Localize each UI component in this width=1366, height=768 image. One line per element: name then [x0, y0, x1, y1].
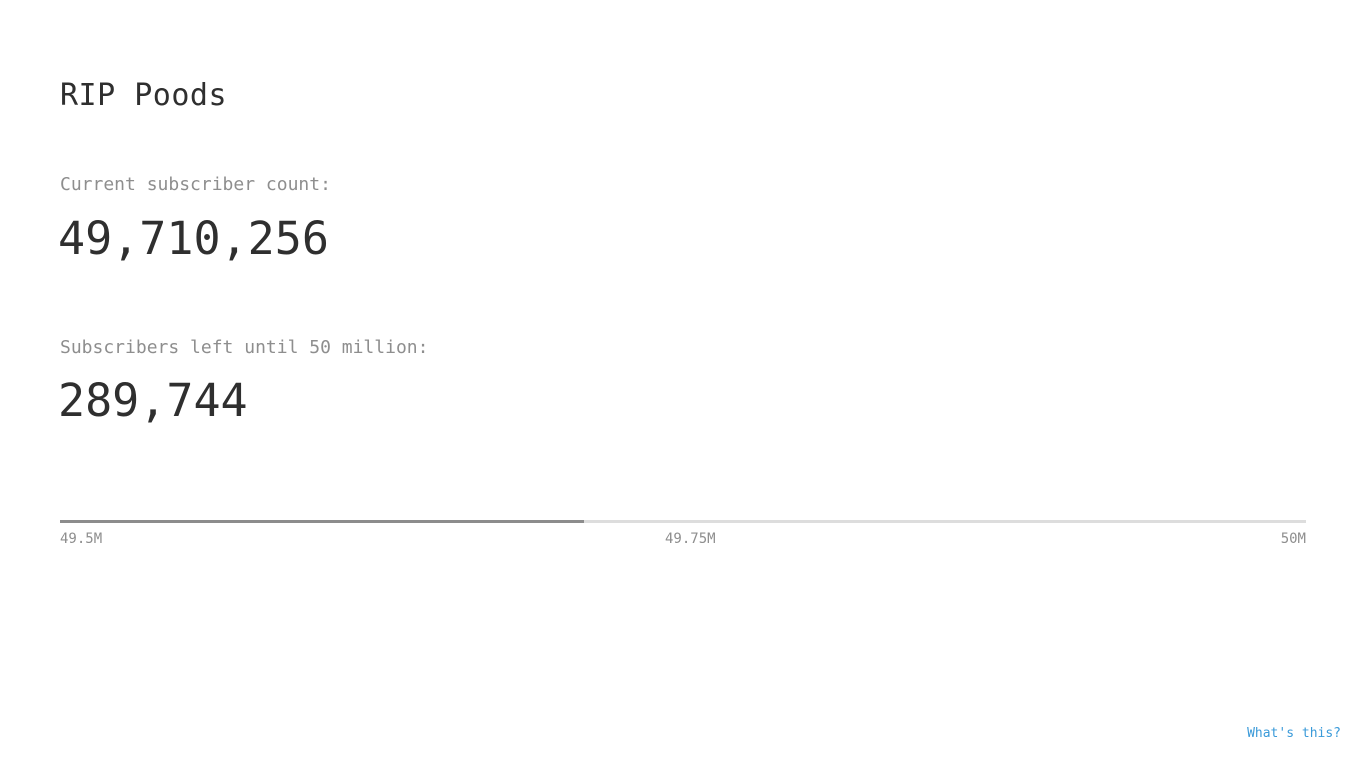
subscribers-left-count: 289,744 — [58, 374, 248, 427]
progress-max-label: 50M — [1280, 531, 1306, 547]
subscribers-left-label: Subscribers left until 50 million: — [60, 337, 429, 358]
current-subscriber-count: 49,710,256 — [58, 212, 329, 265]
page-title: RIP Poods — [60, 78, 228, 113]
progress-bar-track — [60, 520, 1306, 523]
progress-bar-fill — [60, 520, 584, 523]
whats-this-link[interactable]: What's this? — [1247, 726, 1341, 741]
current-subscriber-label: Current subscriber count: — [60, 174, 331, 195]
progress-min-label: 49.5M — [60, 531, 103, 547]
progress-mid-label: 49.75M — [665, 531, 716, 547]
